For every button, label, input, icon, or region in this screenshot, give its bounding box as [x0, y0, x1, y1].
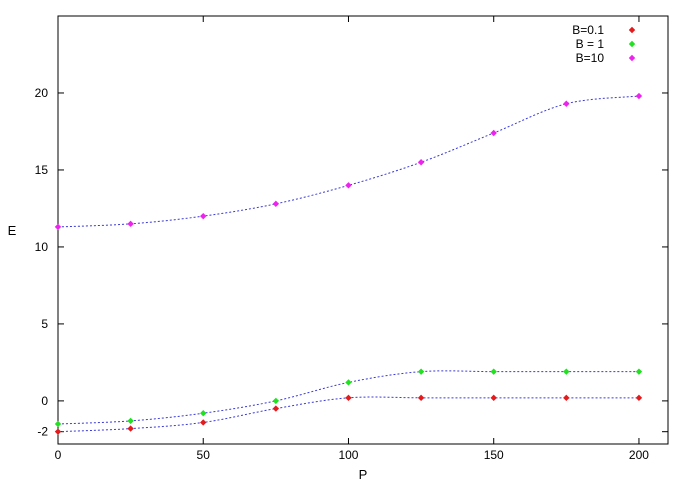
x-tick-label: 100 — [338, 448, 358, 462]
y-tick-label: 5 — [41, 317, 48, 331]
data-point — [54, 428, 62, 435]
data-point — [345, 394, 352, 402]
data-points — [54, 92, 643, 435]
data-point — [200, 212, 207, 220]
y-tick-label: 10 — [35, 240, 49, 254]
data-point — [272, 397, 280, 405]
data-point — [490, 394, 497, 402]
x-tick-label: 50 — [197, 448, 211, 462]
data-point — [54, 420, 62, 428]
data-point — [127, 417, 134, 425]
data-point — [417, 394, 425, 402]
legend: B=0.1B = 1B=10 — [572, 23, 636, 65]
x-tick-label: 150 — [484, 448, 504, 462]
y-tick-label: 15 — [35, 163, 49, 177]
y-tick-label: 20 — [35, 86, 49, 100]
y-axis-label: E — [8, 223, 17, 238]
data-point — [417, 159, 425, 166]
legend-label: B=10 — [576, 51, 605, 65]
data-point — [635, 368, 643, 375]
data-point — [127, 425, 134, 432]
legend-label: B=0.1 — [572, 23, 604, 37]
fit-curve — [57, 396, 639, 433]
data-point — [490, 129, 497, 137]
data-point — [345, 182, 352, 189]
data-point — [200, 410, 207, 417]
data-point — [345, 379, 352, 386]
data-point — [635, 92, 643, 100]
data-point — [200, 419, 207, 426]
data-point — [417, 368, 425, 375]
legend-label: B = 1 — [576, 37, 605, 51]
y-tick-label: 0 — [41, 394, 48, 408]
x-tick-label: 0 — [55, 448, 62, 462]
data-point — [54, 223, 62, 231]
data-point — [635, 394, 643, 402]
legend-marker — [628, 40, 636, 48]
axis-ticks: 0 50 100 150 200 -2 0 5 10 15 20 — [35, 16, 668, 462]
y-tick-label: -2 — [37, 425, 48, 439]
legend-marker — [628, 26, 636, 34]
data-point — [127, 220, 134, 228]
data-point — [563, 100, 570, 107]
data-point — [490, 368, 497, 375]
data-point — [272, 405, 280, 412]
fit-curve — [57, 95, 640, 228]
data-point — [563, 394, 570, 402]
x-tick-label: 200 — [629, 448, 649, 462]
data-point — [563, 368, 570, 375]
data-point — [272, 200, 280, 208]
legend-marker — [628, 54, 636, 62]
x-axis-label: P — [359, 467, 368, 482]
